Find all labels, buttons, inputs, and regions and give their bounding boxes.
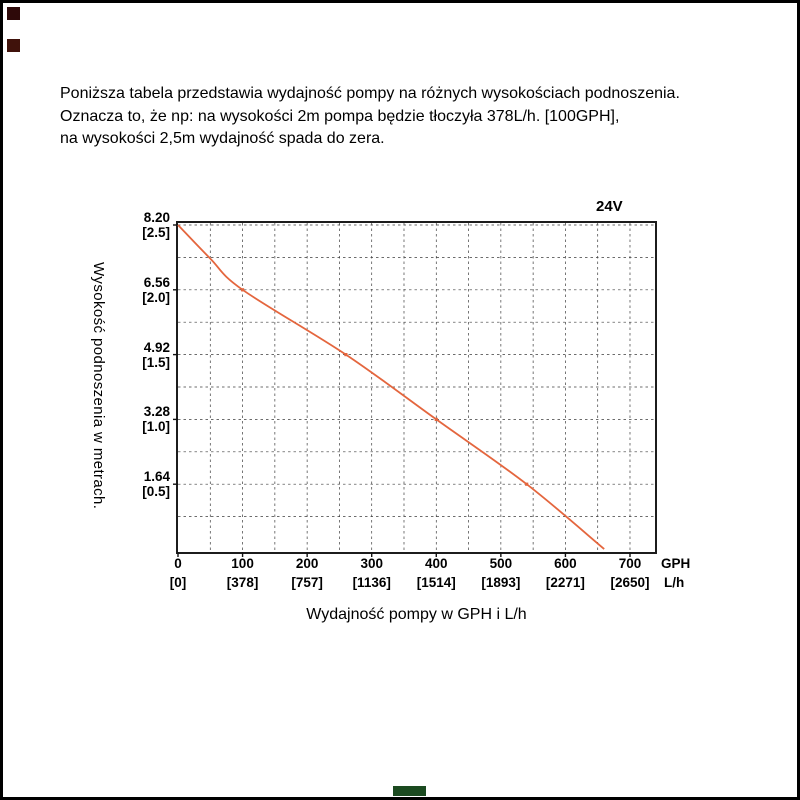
y-tick-label: 3.28 [1.0] (142, 404, 170, 435)
data-marker (240, 288, 245, 292)
x-tick-label-gph: 300 (360, 556, 383, 571)
plot-area (173, 221, 657, 557)
voltage-label: 24V (596, 198, 623, 215)
x-tick-label-lh: [378] (226, 575, 259, 590)
x-tick-label-gph: 200 (295, 556, 319, 571)
y-tick-label: 6.56 [2.0] (142, 274, 170, 305)
x-tick-label-gph: 400 (425, 556, 448, 571)
x-tick-label-lh: [2271] (545, 575, 585, 590)
description-line: na wysokości 2,5m wydajność spada do zer… (60, 130, 385, 147)
curve-svg (173, 223, 655, 557)
y-tick-label: 4.92 [1.5] (142, 339, 170, 370)
description-line: Oznacza to, że np: na wysokości 2m pompa… (60, 107, 620, 125)
x-axis-title: Wydajność pompy w GPH i L/h (306, 606, 527, 623)
x-tick-label-lh: [2650] (610, 575, 650, 590)
description-text: Poniższa tabela przedstawia wydajność po… (60, 83, 680, 151)
x-tick-label-lh: [1893] (481, 575, 521, 590)
watermark-square-2 (7, 39, 20, 52)
description-line: Poniższa tabela przedstawia wydajność po… (60, 85, 680, 102)
y-tick-label: 8.20 [2.5] (142, 210, 170, 240)
y-axis-title: Wysokość podnoszenia w metrach. (90, 261, 107, 510)
x-tick-label-lh: [757] (291, 575, 323, 590)
data-marker (434, 417, 438, 422)
data-marker (525, 482, 529, 486)
x-tick-label-gph: 0 (174, 556, 182, 571)
x-tick-label-gph: 500 (489, 556, 513, 571)
x-tick-label-lh: [1136] (352, 575, 391, 590)
x-tick-label-lh: [0] (169, 575, 187, 590)
x-tick-label-gph: 600 (554, 556, 577, 571)
x-unit-gph: GPH (661, 556, 691, 571)
x-unit-lh: L/h (664, 575, 685, 590)
x-tick-label-gph: 700 (618, 556, 642, 571)
watermark-green-bar (393, 786, 426, 796)
data-marker (344, 353, 348, 357)
y-tick-label: 1.64 [0.5] (142, 469, 170, 500)
watermark-square-1 (7, 7, 20, 20)
x-tick-label-lh: [1514] (416, 575, 456, 590)
pump-curve (177, 224, 605, 550)
x-tick-label-gph: 100 (231, 556, 254, 571)
